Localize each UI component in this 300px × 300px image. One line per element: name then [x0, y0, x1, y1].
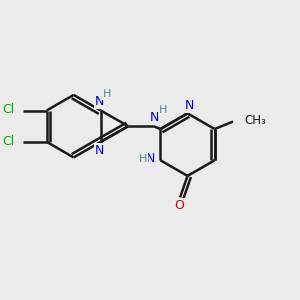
Text: N: N [150, 111, 160, 124]
Text: Cl: Cl [2, 103, 14, 116]
Text: H: H [138, 154, 147, 164]
Text: CH₃: CH₃ [244, 114, 266, 127]
Text: N: N [145, 152, 155, 165]
Text: N: N [94, 95, 104, 108]
Text: H: H [103, 89, 112, 99]
Text: Cl: Cl [2, 135, 14, 148]
Text: O: O [175, 199, 184, 212]
Text: N: N [94, 144, 104, 157]
Text: N: N [184, 98, 194, 112]
Text: H: H [159, 105, 167, 115]
